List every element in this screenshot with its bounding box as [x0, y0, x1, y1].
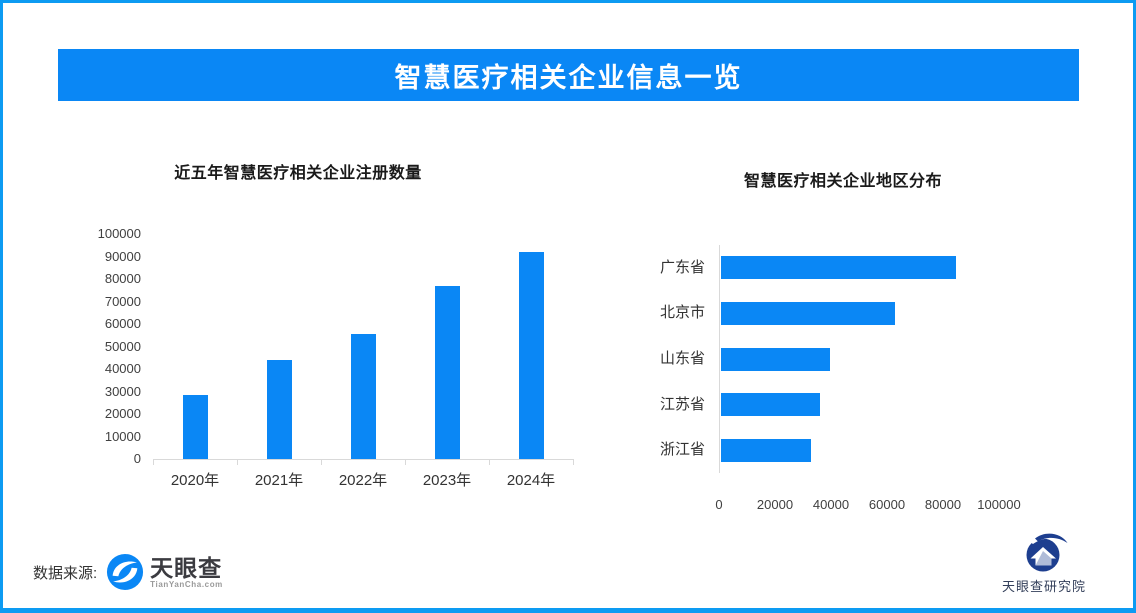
- category-label-北京市: 北京市: [659, 304, 705, 322]
- x-axis-tick: [321, 459, 322, 465]
- x-category-label-2022年: 2022年: [338, 472, 388, 489]
- y-tick-label-0: 0: [133, 451, 141, 466]
- research-institute-label: 天眼查研究院: [1001, 579, 1086, 594]
- bar-2020年: [182, 394, 208, 459]
- category-label-浙江省: 浙江省: [659, 441, 705, 459]
- registrations-chart-y-axis: 0 10000 20000 30000 40000 50000 60000 70000 8000…: [63, 226, 141, 466]
- category-label-山东省: 山东省: [659, 350, 705, 367]
- tianyancha-logo: 天眼查 TianYanCha.com: [106, 553, 223, 591]
- region-chart-plot-area: [719, 245, 1030, 473]
- x-axis-tick: [237, 459, 238, 465]
- category-label-江苏省: 江苏省: [659, 395, 705, 413]
- tianyancha-logo-text: 天眼查 TianYanCha.com: [150, 556, 223, 589]
- y-tick-label-60000: 60000: [104, 316, 141, 331]
- x-axis-tick: [573, 459, 574, 465]
- research-institute-logo: 天眼查研究院: [996, 530, 1092, 595]
- x-axis-tick: [489, 459, 490, 465]
- bar-2024年: [518, 252, 544, 459]
- data-source: 数据来源: 天眼查 TianYanCha.com: [33, 553, 223, 591]
- bar-江苏省: [721, 393, 821, 417]
- tianyancha-logo-subtext: TianYanCha.com: [150, 579, 223, 589]
- region-chart-x-axis: 0 20000 40000 60000 80000 100000: [715, 497, 1029, 517]
- x-tick-label-0: 0: [715, 497, 723, 512]
- registrations-chart-x-axis: 2020年 2021年 2022年 2023年 2024年: [153, 473, 573, 495]
- bar-2022年: [350, 334, 376, 459]
- y-tick-label-20000: 20000: [104, 406, 141, 421]
- tianyancha-logo-name: 天眼查: [150, 554, 223, 581]
- y-tick-label-90000: 90000: [104, 248, 141, 264]
- x-tick-label-40000: 40000: [812, 497, 850, 512]
- y-tick-label-50000: 50000: [104, 338, 141, 354]
- y-tick-label-40000: 40000: [104, 361, 141, 376]
- x-category-label-2024年: 2024年: [506, 472, 556, 489]
- registrations-chart: 近五年智慧医疗相关企业注册数量 0 10000 20000 30000 40000 500…: [63, 153, 593, 513]
- region-chart-title: 智慧医疗相关企业地区分布: [743, 173, 942, 190]
- y-tick-label-100000: 100000: [97, 226, 141, 241]
- research-institute-icon: [1026, 533, 1068, 572]
- x-tick-label-60000: 60000: [868, 497, 906, 512]
- data-source-label: 数据来源:: [33, 564, 98, 582]
- region-chart-category-axis: 广东省北京市山东省江苏省浙江省: [623, 245, 711, 473]
- bar-北京市: [721, 301, 895, 325]
- x-tick-label-100000: 100000: [977, 497, 1021, 512]
- y-tick-label-80000: 80000: [104, 271, 141, 286]
- bar-浙江省: [721, 438, 811, 462]
- x-tick-label-20000: 20000: [756, 497, 794, 512]
- y-tick-label-30000: 30000: [104, 383, 141, 399]
- y-tick-label-70000: 70000: [104, 293, 141, 309]
- page-title: 智慧医疗相关企业信息一览: [394, 62, 743, 93]
- region-distribution-chart: 智慧医疗相关企业地区分布 广东省北京市山东省江苏省浙江省 0 20000 40000…: [623, 153, 1093, 513]
- x-axis-tick: [153, 459, 154, 465]
- x-category-label-2023年: 2023年: [422, 472, 472, 489]
- bar-2021年: [266, 360, 292, 459]
- bar-广东省: [721, 256, 957, 280]
- x-axis-tick: [405, 459, 406, 465]
- bar-山东省: [721, 347, 831, 371]
- header-banner: 智慧医疗相关企业信息一览: [58, 49, 1079, 101]
- x-category-label-2021年: 2021年: [254, 472, 304, 489]
- bar-2023年: [434, 285, 460, 459]
- y-tick-label-10000: 10000: [104, 428, 141, 444]
- registrations-chart-title: 近五年智慧医疗相关企业注册数量: [174, 165, 422, 182]
- tianyancha-logo-icon: [107, 553, 144, 591]
- registrations-chart-plot-area: [153, 234, 574, 465]
- category-label-广东省: 广东省: [659, 258, 705, 276]
- x-category-label-2020年: 2020年: [170, 472, 220, 489]
- x-tick-label-80000: 80000: [924, 497, 962, 512]
